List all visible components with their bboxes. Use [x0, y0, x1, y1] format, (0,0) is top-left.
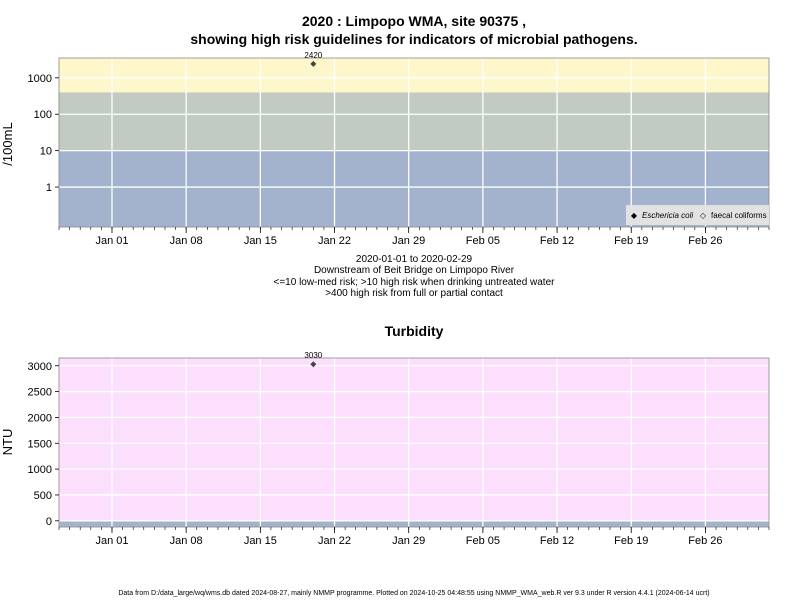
legend-marker-faecal: ◇: [700, 211, 707, 220]
grid-lines: [59, 58, 769, 227]
y-tick-label: 1000: [28, 73, 52, 85]
x-axis: Jan 01 Jan 08 Jan 15 Jan 22 Jan 29 Feb 05 Feb …: [58, 527, 770, 547]
grid-lines: [59, 358, 769, 527]
y-axis: 1 10 100 1000: [28, 73, 59, 194]
low-band: [59, 520, 769, 527]
plot-frame: [58, 357, 770, 528]
data-points: 3030: [304, 351, 323, 368]
x-tick-label: Feb 12: [540, 535, 574, 547]
y-tick-label: 3000: [28, 361, 52, 373]
plot-background: [59, 358, 769, 527]
y-axis: 0 500 1000 1500 2000 2500 3000: [28, 361, 59, 528]
footer-note: Data from D:/data_large/wq/wms.db dated …: [118, 590, 709, 597]
x-tick-label: Jan 15: [244, 235, 277, 247]
x-tick-label: Jan 29: [392, 535, 425, 547]
x-tick-label: Feb 05: [466, 235, 500, 247]
x-tick-label: Jan 22: [318, 535, 351, 547]
x-tick-label: Jan 29: [392, 235, 425, 247]
x-tick-label: Jan 01: [95, 235, 128, 247]
y-tick-label: 1: [46, 182, 52, 194]
data-point: [310, 60, 317, 67]
turbidity-title: Turbidity: [385, 323, 444, 339]
x-tick-label: Feb 05: [466, 535, 500, 547]
data-label: 2420: [304, 51, 322, 60]
y-tick-label: 1000: [28, 464, 52, 476]
x-tick-label: Jan 22: [318, 235, 351, 247]
y-tick-label: 2000: [28, 412, 52, 424]
y-axis-label: NTU: [0, 429, 15, 456]
x-tick-label: Jan 01: [95, 535, 128, 547]
y-tick-label: 500: [34, 490, 52, 502]
legend-label-faecal: faecal coliforms: [711, 211, 767, 220]
data-label: 3030: [304, 351, 322, 360]
x-tick-label: Feb 26: [688, 535, 722, 547]
y-tick-label: 0: [46, 516, 52, 528]
legend-label-ecoli: Eschericia coli: [642, 211, 693, 220]
background-bands: [59, 358, 769, 527]
y-tick-label: 2500: [28, 387, 52, 399]
risk-band-1: [59, 92, 769, 151]
y-tick-label: 1500: [28, 438, 52, 450]
subtitle-line-3: <=10 low-med risk; >10 high risk when dr…: [274, 277, 556, 288]
data-points: 2420: [304, 51, 323, 67]
risk-bands: [59, 58, 769, 227]
x-axis: Jan 01 Jan 08 Jan 15 Jan 22 Jan 29 Feb 05 Feb …: [58, 227, 770, 247]
x-tick-label: Feb 19: [614, 535, 648, 547]
legend-box: [626, 205, 769, 225]
y-tick-label: 100: [34, 109, 52, 121]
x-tick-label: Jan 08: [170, 235, 203, 247]
legend: ◆ Eschericia coli ◇ faecal coliforms: [626, 205, 769, 225]
legend-marker-ecoli: ◆: [631, 211, 638, 220]
x-tick-label: Feb 26: [688, 235, 722, 247]
subtitle-line-4: >400 high risk from full or partial cont…: [325, 288, 503, 299]
y-tick-label: 10: [40, 146, 52, 158]
ecoli-chart: 1 10 100 1000 Jan 01 Jan 08 Jan 15 Jan 22 Jan 2…: [0, 51, 770, 247]
chart-title-line-2: showing high risk guidelines for indicat…: [190, 31, 637, 47]
risk-band-2: [59, 58, 769, 93]
y-axis-label: /100mL: [0, 122, 15, 165]
data-point: [310, 361, 317, 368]
subtitle-line-1: 2020-01-01 to 2020-02-29: [356, 254, 473, 265]
chart-title-line-1: 2020 : Limpopo WMA, site 90375 ,: [302, 13, 526, 29]
subtitle-line-2: Downstream of Beit Bridge on Limpopo Riv…: [314, 265, 515, 276]
x-tick-label: Feb 19: [614, 235, 648, 247]
x-tick-label: Jan 08: [170, 535, 203, 547]
x-tick-label: Jan 15: [244, 535, 277, 547]
x-tick-label: Feb 12: [540, 235, 574, 247]
plot-frame: [58, 57, 770, 228]
